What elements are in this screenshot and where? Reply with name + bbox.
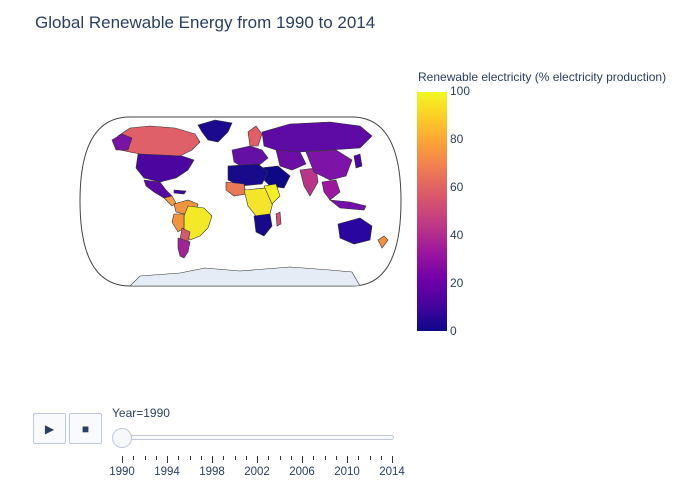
- slider-tick-mark: [223, 456, 225, 460]
- slider-tick-mark: [144, 456, 146, 460]
- colorbar-tick: 20: [450, 276, 464, 290]
- slider-tick-mark: [324, 456, 326, 460]
- slider-tick-mark: [302, 456, 303, 463]
- region-europe[interactable]: [231, 145, 269, 169]
- region-canada[interactable]: [117, 125, 201, 157]
- play-icon: ▶: [44, 421, 55, 436]
- year-slider-handle[interactable]: [112, 428, 132, 448]
- slider-tick-mark: [369, 456, 371, 460]
- region-japan[interactable]: [353, 153, 363, 169]
- colorbar-tick: 40: [450, 228, 464, 242]
- region-north-africa[interactable]: [227, 163, 269, 187]
- play-button[interactable]: ▶: [33, 413, 66, 444]
- colorbar-tick: 100: [450, 84, 471, 98]
- region-argentina[interactable]: [177, 237, 191, 259]
- slider-tick-label: 1994: [154, 466, 180, 478]
- slider-tick-label: 2014: [379, 466, 405, 478]
- slider-tick-mark: [358, 456, 360, 460]
- region-indonesia[interactable]: [329, 199, 367, 211]
- region-greenland[interactable]: [197, 119, 233, 143]
- slider-tick-mark: [133, 456, 135, 460]
- slider-tick-mark: [212, 456, 213, 463]
- slider-tick-mark: [167, 456, 168, 463]
- region-russia[interactable]: [261, 121, 373, 153]
- chart-title: Global Renewable Energy from 1990 to 201…: [35, 13, 376, 32]
- slider-tick-label: 2006: [289, 466, 315, 478]
- slider-tick-mark: [245, 456, 247, 460]
- region-peru[interactable]: [171, 213, 185, 233]
- colorbar-title: Renewable electricity (% electricity pro…: [418, 70, 667, 84]
- region-antarctica: [129, 266, 361, 286]
- slider-tick-mark: [234, 456, 236, 460]
- slider-tick-mark: [122, 456, 123, 463]
- slider-tick-mark: [268, 456, 270, 460]
- slider-tick-mark: [335, 456, 337, 460]
- region-central-america[interactable]: [163, 195, 177, 207]
- year-slider-rail[interactable]: [122, 435, 394, 440]
- slider-tick-mark: [178, 456, 180, 460]
- slider-tick-mark: [290, 456, 292, 460]
- region-scandinavia[interactable]: [247, 125, 263, 147]
- stop-button[interactable]: ■: [69, 413, 102, 444]
- region-australia[interactable]: [337, 217, 373, 245]
- slider-tick-mark: [279, 456, 281, 460]
- colorbar-tick: 60: [450, 180, 464, 194]
- region-east-africa[interactable]: [263, 183, 281, 205]
- region-central-asia[interactable]: [275, 149, 307, 171]
- slider-current-value: Year=1990: [112, 406, 170, 420]
- slider-tick-mark: [189, 456, 191, 460]
- region-west-africa[interactable]: [225, 181, 247, 197]
- stop-icon: ■: [81, 421, 90, 436]
- region-china[interactable]: [305, 149, 353, 181]
- slider-tick-mark: [257, 456, 258, 463]
- colorbar-tick: 0: [450, 324, 457, 338]
- slider-tick-mark: [200, 456, 202, 460]
- region-se-asia[interactable]: [321, 179, 341, 201]
- slider-tick-label: 1998: [199, 466, 225, 478]
- slider-tick-label: 2002: [244, 466, 270, 478]
- slider-tick-mark: [313, 456, 315, 460]
- slider-tick-label: 1990: [109, 466, 135, 478]
- slider-tick-label: 2010: [334, 466, 360, 478]
- colorbar-tick: 80: [450, 132, 464, 146]
- region-southern-africa[interactable]: [253, 213, 273, 237]
- region-madagascar[interactable]: [275, 211, 282, 227]
- colorbar: [417, 92, 447, 331]
- region-caribbean[interactable]: [173, 189, 187, 195]
- region-alaska[interactable]: [111, 133, 133, 151]
- slider-tick-mark: [347, 456, 348, 463]
- slider-tick-mark: [392, 456, 393, 463]
- region-new-zealand[interactable]: [377, 235, 389, 249]
- slider-tick-mark: [380, 456, 382, 460]
- slider-tick-mark: [155, 456, 157, 460]
- region-usa[interactable]: [135, 153, 195, 183]
